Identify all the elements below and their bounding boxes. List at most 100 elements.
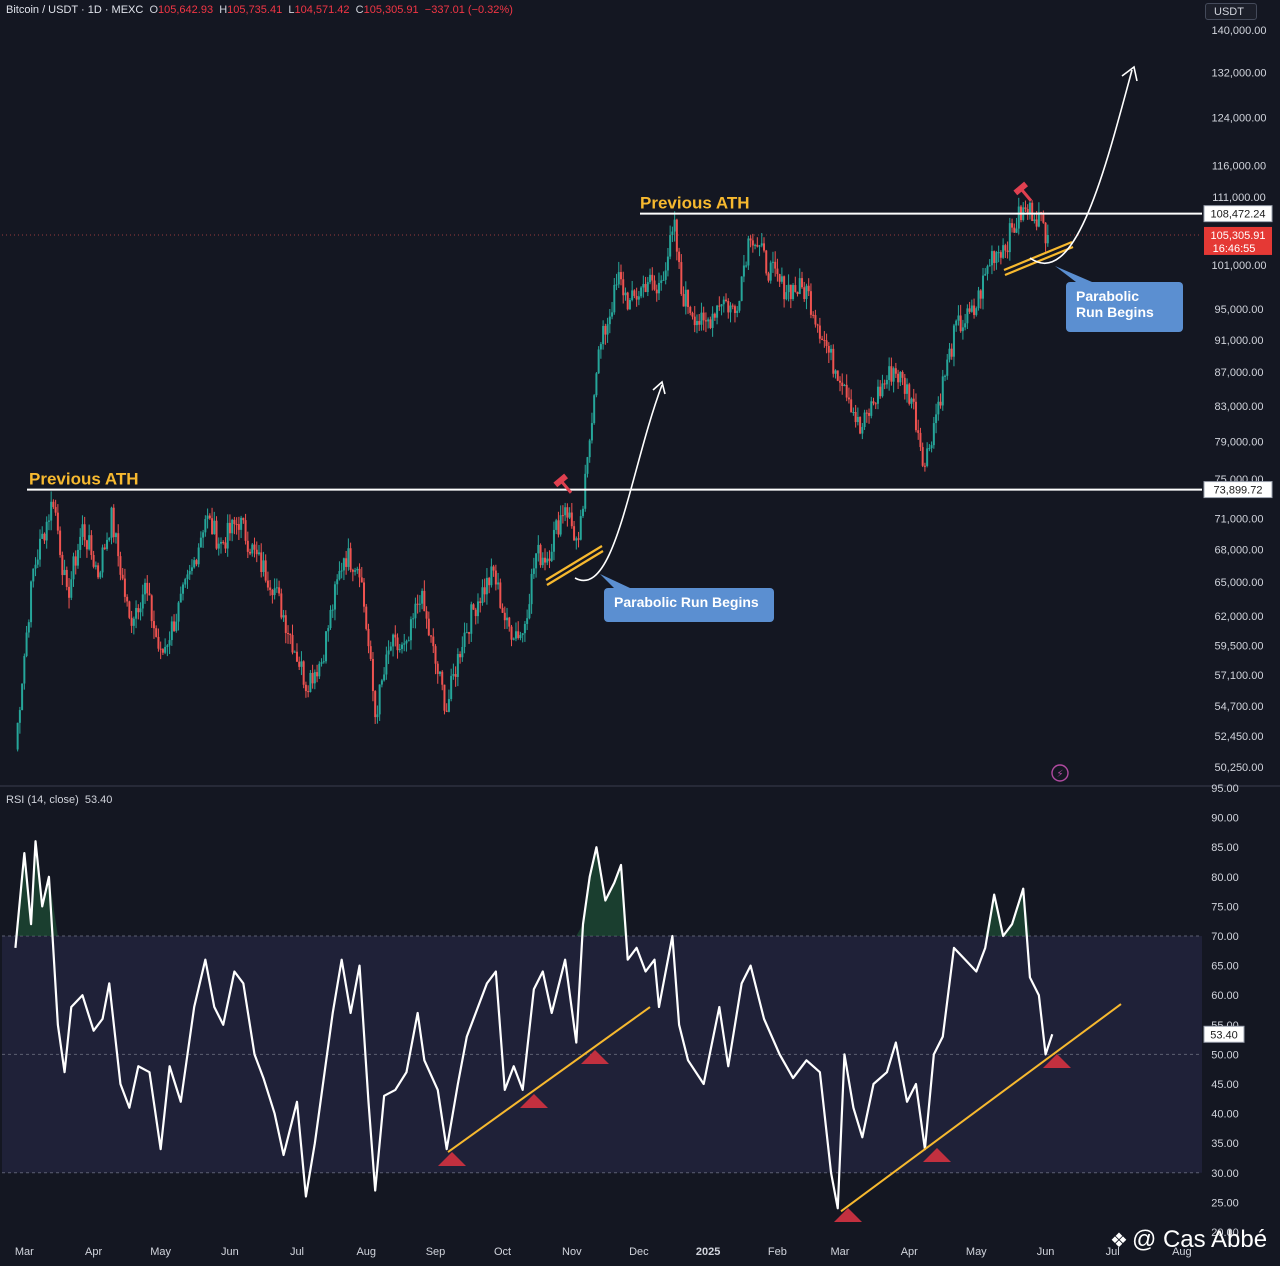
parabolic-callout-2024[interactable]: Parabolic Run Begins [600,574,774,622]
rsi-title: RSI (14, close) [6,794,79,806]
candle [590,412,593,444]
support-trendline-2024 [545,545,604,586]
previous-ath-label-2024: Previous ATH [29,470,139,489]
candle [510,624,513,647]
ath-price-tag-2025[interactable]: 108,472.24 [1203,205,1273,223]
candle [99,570,102,580]
parabolic-callout-2025-box[interactable] [1066,282,1183,332]
candle-body [454,674,457,677]
candle [1046,224,1049,247]
candle-body [910,398,913,404]
candle [141,584,144,617]
candle [937,396,940,421]
lightning-icon[interactable]: ⚡ [1051,764,1069,782]
rsi-tick-label: 60.00 [1211,990,1239,1002]
candle [997,245,1000,263]
candle-body [528,604,531,619]
candle [1013,223,1016,233]
current-price-tag-value: 105,305.91 [1210,230,1265,242]
rsi-divergence-marker [438,1152,466,1166]
rsi-value-tag-box[interactable] [1203,1025,1245,1043]
ath-price-tag-2024-box[interactable] [1203,481,1273,499]
candle-body [349,548,352,570]
candle [763,237,766,253]
candle [197,543,200,568]
candle [54,499,57,516]
rsi-tick-label: 80.00 [1211,872,1239,884]
time-axis[interactable]: Mar Apr May Jun Jul Aug Sep Oct Nov Dec 2025 Feb Mar… [15,1246,1192,1258]
candle [117,524,120,567]
candle-body [112,507,115,538]
candle [61,551,64,586]
candle-body [537,544,540,554]
time-tick-label: Aug [356,1246,376,1258]
candle-body [626,292,629,310]
candle [52,499,55,509]
candle-body [358,568,361,578]
candle-body [61,554,64,576]
candle [139,602,142,621]
candle [132,616,135,635]
candle-body [70,579,73,598]
candle-body [541,557,544,566]
candle [18,706,21,734]
price-axis[interactable]: 140,000.00 132,000.00 124,000.00 116,000.00… [1203,25,1273,774]
candle-body [21,683,24,711]
candle [438,671,441,677]
candle-body [148,593,151,596]
candle [394,625,397,647]
candle [378,684,381,721]
candle-body [430,635,433,637]
candle-body [555,520,558,530]
candle [557,511,560,538]
candle-body [481,587,484,603]
candle [691,311,694,320]
currency-button[interactable]: USDT [1205,3,1257,20]
candle-body [539,544,542,566]
candle-body [110,507,113,538]
candle [894,362,897,378]
candle-body [193,560,196,568]
time-tick-label: Apr [85,1246,102,1258]
rsi-value-tag[interactable]: 53.40 [1203,1025,1245,1043]
candle [427,611,430,637]
parabolic-callout-2024-box[interactable] [604,588,774,622]
candle-body [485,577,488,595]
candle-body [859,416,862,434]
ath-price-tag-2025-box[interactable] [1203,205,1273,223]
candle-body [852,412,855,414]
symbol-name[interactable]: Bitcoin / USDT · 1D · MEXC [6,4,144,16]
candle-body [436,663,439,674]
candle [588,438,591,463]
candle [333,581,336,621]
ath-price-tag-2024[interactable]: 73,899.72 [1203,481,1273,499]
candle-body [295,651,298,662]
candle-body [597,349,600,374]
candle-body [211,518,214,535]
candle-body [65,569,68,587]
symbol-header[interactable]: Bitcoin / USDT · 1D · MEXC O105,642.93 H… [6,4,513,16]
candle-body [952,325,955,357]
candle-body [36,559,39,565]
candle [771,251,774,273]
rsi-value-tag-text: 53.40 [1210,1029,1238,1041]
candle [396,633,399,659]
candle [499,578,502,609]
candle-body [157,636,160,649]
candle [935,403,938,434]
time-tick-label: May [150,1246,171,1258]
rsi-axis[interactable]: 95.00 90.00 85.00 80.00 75.00 70.00 65.00 60.00… [1203,783,1245,1239]
candle [559,505,562,537]
candle-body [97,565,100,578]
rsi-header[interactable]: RSI (14, close) 53.40 [6,794,112,806]
candle [409,616,412,650]
candle-body [763,243,766,251]
candle-body [427,618,430,636]
candle [79,528,82,559]
candle [483,578,486,603]
candle-body [43,533,46,541]
current-price-tag-box[interactable] [1204,226,1272,255]
candle [814,309,817,328]
